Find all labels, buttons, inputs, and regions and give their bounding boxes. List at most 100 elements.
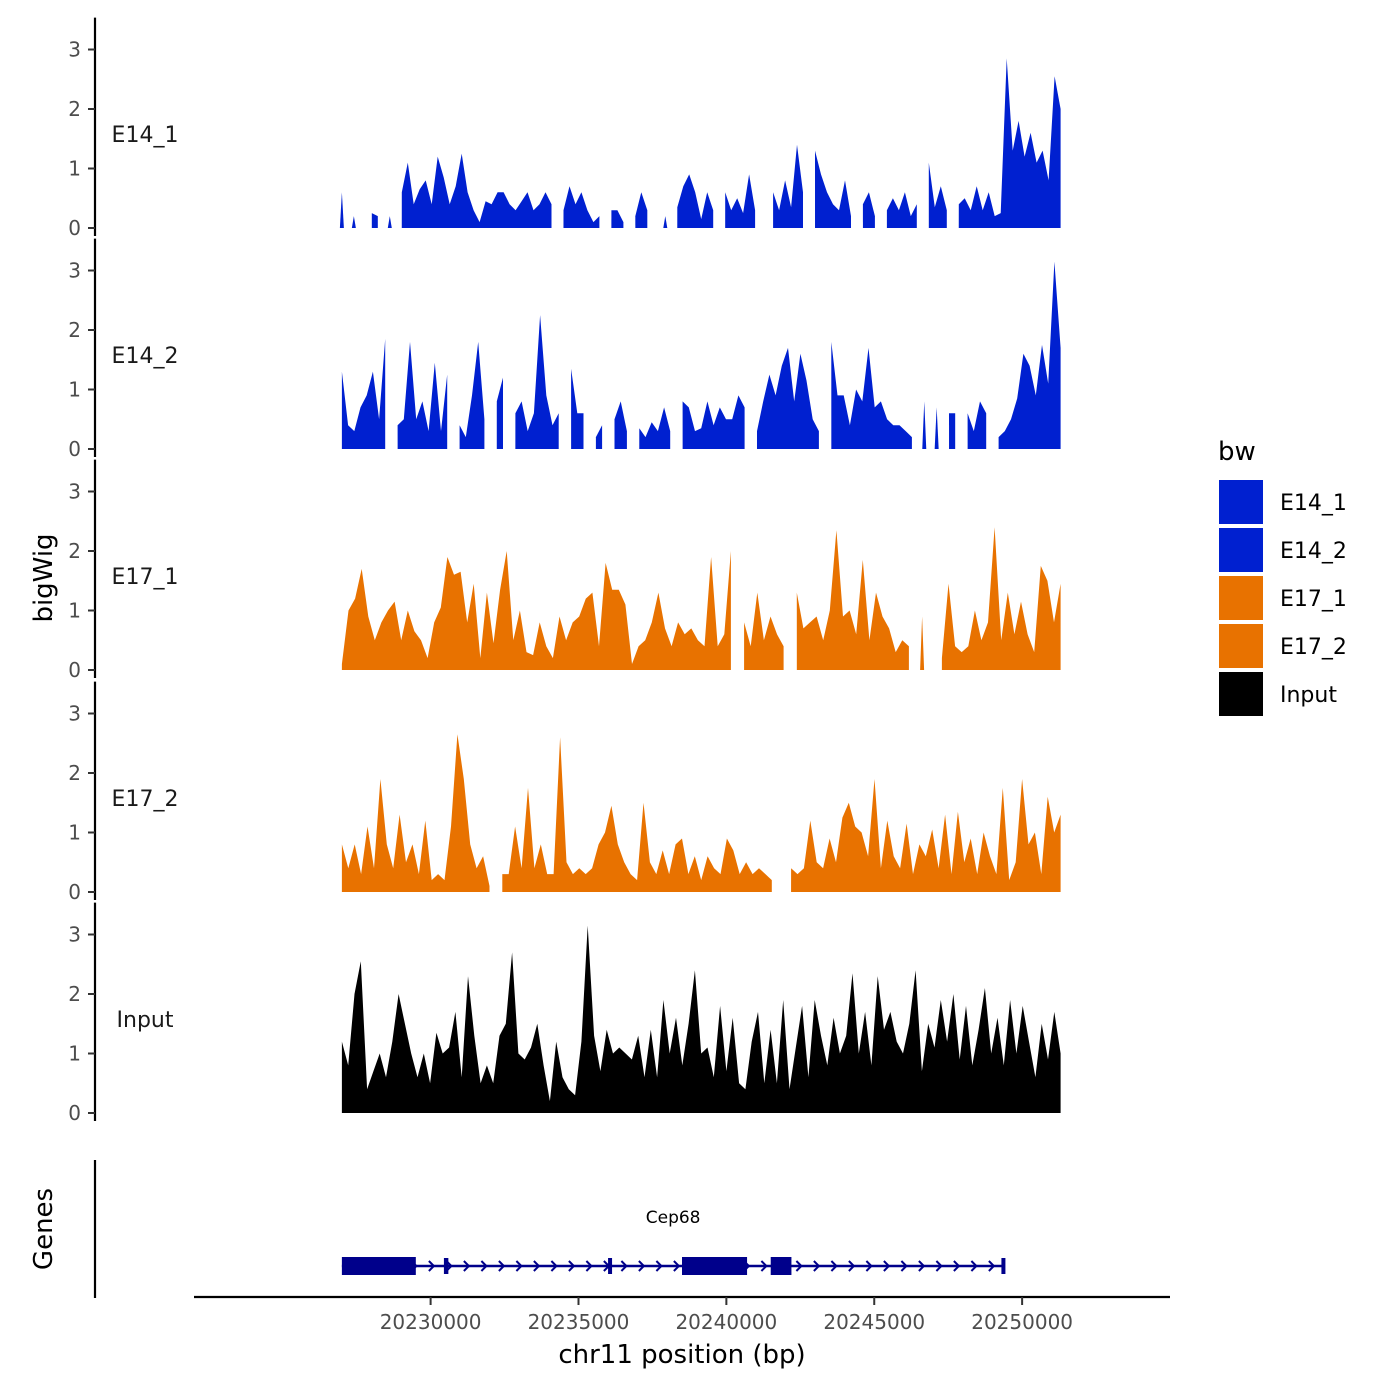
strand-arrow	[830, 1260, 838, 1272]
y-tick-label: 2	[68, 539, 81, 563]
gene-models: Cep68	[341, 1208, 1006, 1275]
x-axis-title: chr11 position (bp)	[558, 1340, 805, 1370]
y-tick-label: 3	[68, 259, 81, 283]
y-tick-label: 1	[68, 157, 81, 181]
y-tick-label: 3	[68, 923, 81, 947]
coverage-tracks: 0 1 2 3 E14_1 0 1 2 3 E14_2 0 1 2 3 E17_1 0 1 2 3 E17_2 0 1 2 3…	[68, 17, 1061, 1125]
legend-label: E14_1	[1280, 491, 1347, 516]
coverage-area	[611, 210, 624, 228]
coverage-area	[571, 368, 584, 449]
coverage-area	[922, 401, 927, 449]
coverage-area	[496, 377, 503, 449]
strand-arrow	[533, 1260, 541, 1272]
x-tick-label: 20235000	[528, 1310, 630, 1334]
y-tick-label: 3	[68, 480, 81, 504]
coverage-area	[397, 341, 448, 449]
coverage-area	[614, 401, 627, 449]
track-e14-1: 0 1 2 3 E14_1	[68, 17, 1061, 240]
coverage-area	[351, 216, 356, 228]
strand-arrow	[900, 1260, 908, 1272]
coverage-area	[744, 592, 784, 670]
coverage-area	[515, 315, 559, 449]
track-e17-1: 0 1 2 3 E17_1	[68, 459, 1061, 682]
y-tick-label: 0	[68, 216, 81, 240]
track-label: E17_2	[112, 787, 179, 812]
y-axis-title: bigWig	[29, 533, 59, 622]
legend-label: Input	[1280, 683, 1337, 708]
strand-arrow	[935, 1260, 943, 1272]
strand-arrow	[620, 1260, 628, 1272]
strand-arrow	[480, 1260, 488, 1272]
strand-arrow	[953, 1260, 961, 1272]
strand-arrow	[795, 1260, 803, 1272]
legend-label: E17_2	[1280, 635, 1347, 660]
gene-exon	[770, 1257, 792, 1275]
coverage-area	[967, 401, 987, 449]
strand-arrow	[638, 1260, 646, 1272]
coverage-area	[920, 616, 925, 670]
coverage-area	[773, 144, 803, 228]
y-tick-label: 2	[68, 318, 81, 342]
genes-axis-title: Genes	[29, 1188, 59, 1270]
strand-arrow	[585, 1260, 593, 1272]
gene-cep68: Cep68	[341, 1208, 1006, 1275]
coverage-area	[928, 162, 947, 228]
gene-exon	[341, 1257, 416, 1275]
track-e17-2: 0 1 2 3 E17_2	[68, 681, 1061, 904]
y-tick-label: 2	[68, 761, 81, 785]
x-tick-label: 20250000	[971, 1310, 1073, 1334]
x-axis-ticks: 20230000 20235000 20240000 20245000 20250000	[380, 1297, 1073, 1334]
coverage-area	[725, 174, 756, 228]
strand-arrow	[883, 1260, 891, 1272]
gene-name-label: Cep68	[646, 1208, 701, 1228]
coverage-area	[502, 737, 772, 892]
x-axis: 20230000 20235000 20240000 20245000 20250000…	[194, 1295, 1170, 1370]
legend-label: E14_2	[1280, 539, 1347, 564]
strand-arrow	[515, 1260, 523, 1272]
coverage-area	[831, 341, 912, 449]
strand-arrow	[848, 1260, 856, 1272]
track-label: E17_1	[112, 565, 179, 590]
y-tick-label: 1	[68, 821, 81, 845]
legend-swatch	[1219, 528, 1263, 572]
coverage-area	[886, 192, 917, 228]
coverage-area	[341, 925, 1061, 1113]
coverage-area	[949, 413, 956, 449]
strand-arrow	[813, 1260, 821, 1272]
coverage-area	[563, 186, 600, 228]
gene-exon	[443, 1258, 449, 1274]
strand-arrow	[970, 1260, 978, 1272]
track-input: 0 1 2 3 Input	[68, 902, 1061, 1125]
strand-arrow	[918, 1260, 926, 1272]
legend-entries: E14_1 E14_2 E17_1 E17_2 Input	[1219, 480, 1347, 716]
track-label: E14_2	[112, 344, 179, 369]
x-tick-label: 20230000	[380, 1310, 482, 1334]
gene-exon	[608, 1258, 613, 1274]
coverage-area	[639, 407, 671, 449]
legend: bw E14_1 E14_2 E17_1 E17_2 Input	[1218, 437, 1347, 716]
x-tick-label: 20245000	[823, 1310, 925, 1334]
coverage-area	[401, 153, 552, 228]
coverage-area	[341, 551, 731, 670]
legend-label: E17_1	[1280, 587, 1347, 612]
y-tick-label: 2	[68, 982, 81, 1006]
coverage-area	[635, 192, 648, 228]
coverage-area	[341, 734, 490, 892]
legend-swatch	[1219, 672, 1263, 716]
strand-arrow	[428, 1260, 436, 1272]
coverage-area	[387, 216, 392, 228]
strand-arrow	[498, 1260, 506, 1272]
coverage-area	[998, 261, 1061, 449]
coverage-area	[756, 347, 819, 449]
coverage-area	[459, 341, 485, 449]
strand-arrow	[550, 1260, 558, 1272]
strand-arrow	[988, 1260, 996, 1272]
strand-arrow	[655, 1260, 663, 1272]
track-label: E14_1	[112, 123, 179, 148]
strand-arrow	[760, 1260, 768, 1272]
track-e14-2: 0 1 2 3 E14_2	[68, 238, 1061, 461]
coverage-area	[958, 58, 1061, 229]
gene-exon	[1001, 1258, 1006, 1274]
coverage-area	[339, 192, 344, 228]
